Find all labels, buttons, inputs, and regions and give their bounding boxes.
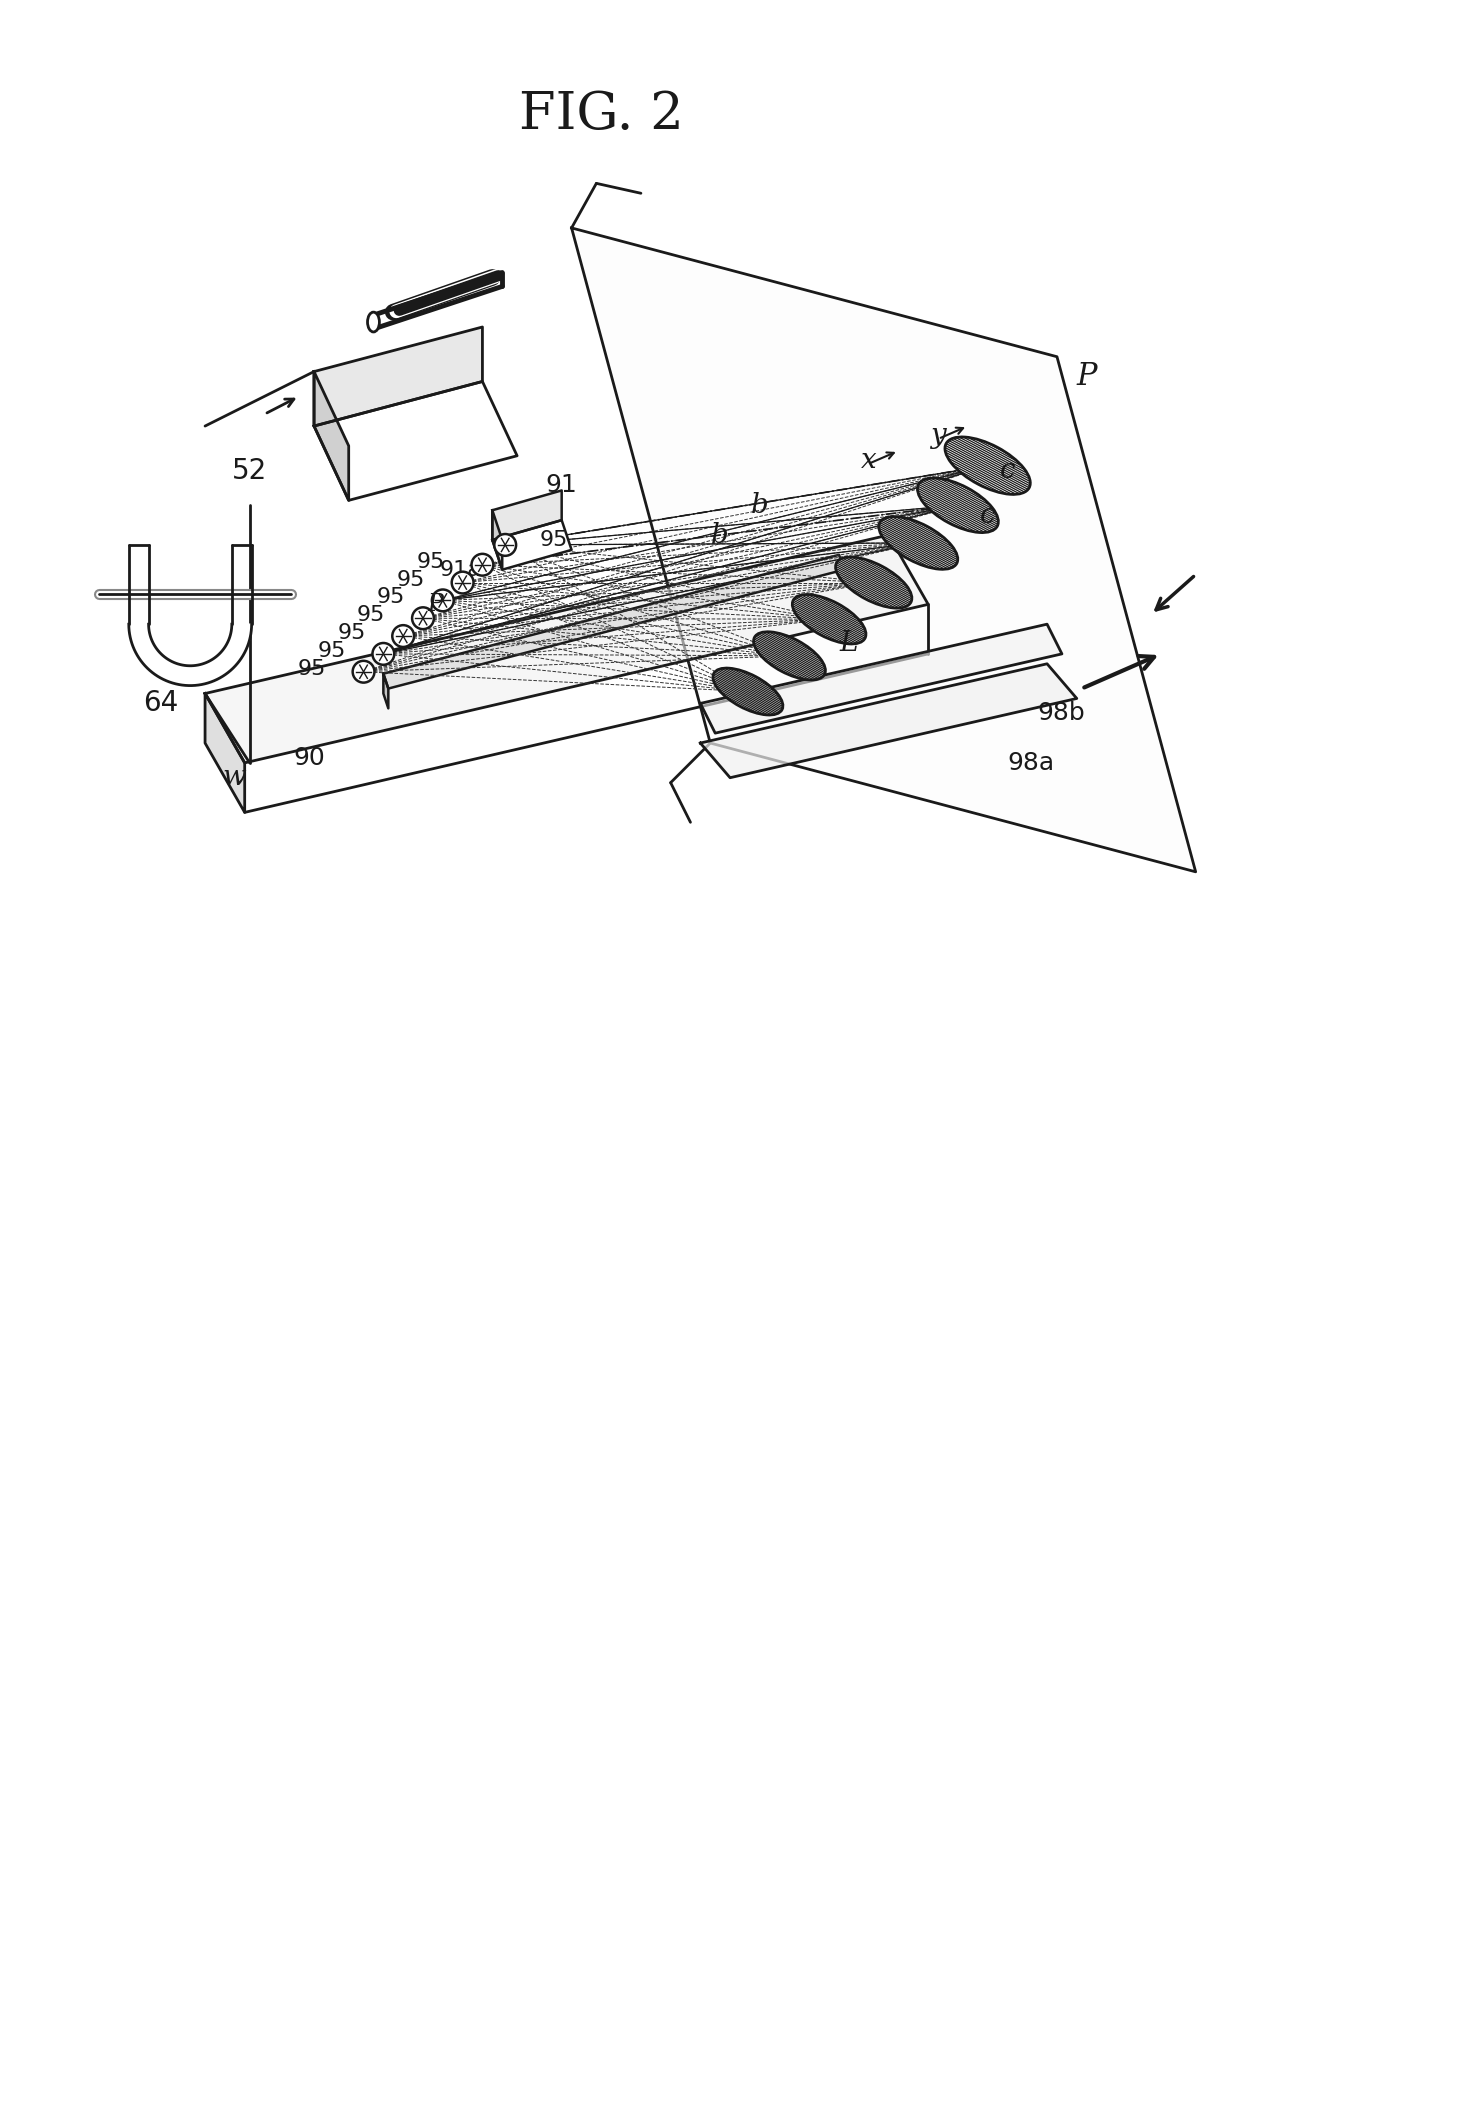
Text: 95: 95: [376, 587, 404, 608]
Text: b: b: [751, 491, 769, 519]
Polygon shape: [700, 664, 1077, 778]
Text: b: b: [711, 521, 729, 549]
Circle shape: [432, 589, 453, 610]
Text: 95: 95: [416, 551, 444, 572]
Circle shape: [471, 553, 493, 576]
Text: 95: 95: [298, 659, 326, 679]
Polygon shape: [205, 693, 245, 813]
Text: 98a: 98a: [1008, 751, 1054, 774]
Text: L: L: [840, 630, 858, 657]
Polygon shape: [700, 623, 1061, 734]
Text: P: P: [427, 593, 443, 617]
Ellipse shape: [368, 313, 379, 332]
Polygon shape: [493, 521, 571, 570]
Text: c: c: [999, 457, 1015, 485]
Text: 64: 64: [143, 689, 179, 717]
Polygon shape: [571, 228, 1196, 872]
Text: 95: 95: [357, 606, 385, 625]
Circle shape: [452, 572, 474, 593]
Circle shape: [372, 642, 394, 666]
Text: 91: 91: [546, 474, 577, 498]
Polygon shape: [314, 381, 517, 500]
Text: 95: 95: [317, 640, 345, 661]
Text: y: y: [930, 423, 946, 449]
Text: 98b: 98b: [1038, 702, 1085, 725]
Polygon shape: [314, 372, 348, 500]
Ellipse shape: [878, 517, 958, 570]
Polygon shape: [384, 674, 388, 708]
Ellipse shape: [918, 479, 998, 532]
Text: 95: 95: [540, 530, 568, 551]
Text: 90: 90: [294, 747, 325, 770]
Circle shape: [353, 661, 375, 683]
Circle shape: [412, 608, 434, 630]
Text: 95: 95: [337, 623, 366, 642]
Circle shape: [494, 534, 517, 555]
Polygon shape: [493, 510, 502, 570]
Text: FIG. 2: FIG. 2: [520, 89, 683, 140]
Ellipse shape: [754, 632, 825, 681]
Ellipse shape: [793, 593, 866, 644]
Polygon shape: [493, 491, 562, 540]
Ellipse shape: [835, 557, 912, 608]
Circle shape: [393, 625, 415, 647]
Text: w: w: [223, 764, 246, 791]
Text: x: x: [861, 447, 877, 474]
Polygon shape: [314, 328, 483, 425]
Ellipse shape: [713, 668, 782, 715]
Text: P: P: [1076, 362, 1097, 391]
Text: 52: 52: [232, 457, 267, 485]
Ellipse shape: [945, 436, 1030, 493]
Polygon shape: [205, 536, 928, 764]
Text: 91a: 91a: [440, 559, 481, 581]
Text: 95: 95: [397, 570, 425, 589]
Polygon shape: [128, 623, 251, 685]
Text: c: c: [980, 502, 995, 530]
Polygon shape: [384, 555, 844, 689]
